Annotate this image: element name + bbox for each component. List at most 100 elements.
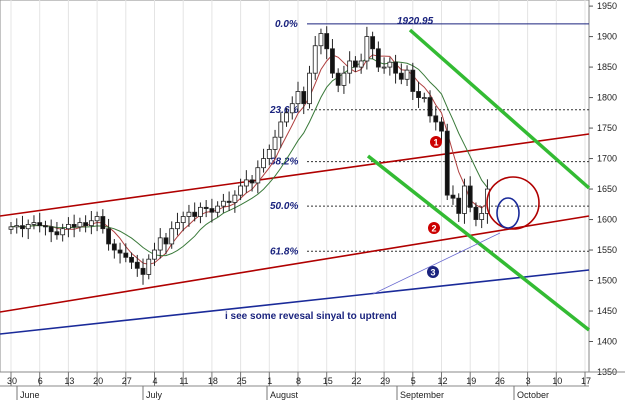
candle-body [450,194,456,199]
x-tick-label: 22 [351,376,361,386]
candle-body [404,69,410,80]
candle-body [175,222,180,230]
candle-body [140,267,146,275]
candle-body [117,249,123,254]
candle-body [456,197,462,214]
y-tick-label: 1750 [597,123,617,133]
candle-body [83,222,89,227]
candle-body [163,237,169,245]
candle-body [37,222,43,227]
red-channel-lower [0,215,590,313]
month-label: June [20,390,40,400]
marker-1-dot [430,136,442,148]
y-tick-label: 1550 [597,245,617,255]
y-tick-label: 1950 [597,1,617,11]
month-label: October [517,390,549,400]
x-tick-label: 5 [411,376,416,386]
candle-body [444,130,450,196]
candle-body [301,91,307,105]
x-tick-label: 25 [237,376,247,386]
x-tick-label: 10 [552,376,562,386]
candle-body [20,225,25,230]
candle-body [106,228,111,245]
candle-body [289,103,295,114]
candle-body [307,72,312,105]
y-tick-label: 1450 [597,306,617,316]
candle-body [77,222,83,228]
x-tick-label: 3 [526,376,531,386]
x-tick-label: 13 [64,376,74,386]
candle-body [439,121,444,132]
month-label: August [270,390,299,400]
x-tick-label: 11 [179,376,188,386]
candle-body [352,60,358,68]
fib-label: 61.8% [270,246,298,257]
candle-body [324,33,330,50]
x-tick-label: 17 [581,376,591,386]
candle-body [100,216,106,230]
candle-body [266,149,272,159]
x-tick-label: 27 [122,376,132,386]
channel-markers: 1 2 3 [427,136,540,278]
marker-3-label: 3 [430,268,435,278]
marker-3-dot [427,266,439,278]
candle-body [209,208,215,213]
candle-body [43,225,48,228]
peak-price-label: 1920.95 [397,16,434,27]
candle-body [375,48,381,68]
candle-body [473,206,479,220]
candle-body [381,66,387,69]
candle-body [192,211,198,217]
fib-label: 0.0% [275,19,298,30]
candle-body [416,91,421,98]
candles [8,26,490,285]
x-tick-label: 1 [267,376,272,386]
candle-body [370,36,376,50]
candle-body [186,211,192,217]
candle-body [335,72,341,86]
candle-body [54,231,60,236]
x-tick-label: 19 [466,376,476,386]
x-tick-label: 8 [296,376,301,386]
candle-body [25,224,31,230]
candle-body [71,224,77,228]
month-label: July [146,390,163,400]
candle-body [14,225,20,228]
candle-body [295,91,301,105]
reversal-circle-red [486,176,540,230]
y-tick-label: 1400 [597,337,617,347]
annotation-text: i see some revesal sinyal to uptrend [225,311,397,322]
candle-body [48,226,54,233]
candle-body [226,200,232,203]
candle-body [111,243,117,251]
x-tick-label: 20 [93,376,103,386]
y-axis: 1350140014501500155016001650170017501800… [589,1,617,377]
candle-body [146,258,152,275]
candle-body [393,61,398,74]
candle-body [312,45,318,74]
candle-body [341,72,347,86]
candle-body [31,222,37,225]
candle-body [261,158,266,169]
green-trend-upper [408,28,591,190]
x-axis: 30 6 13 20 27 4 11 18 25 1 8 15 22 29 5 12 19 26 3 10 17June… [0,371,625,400]
red-channel-upper [0,133,590,217]
candle-body [169,228,175,245]
candle-body [358,60,364,68]
marker-2-dot [428,222,440,234]
y-tick-label: 1650 [597,184,617,194]
fib-label: 50.0% [270,201,298,212]
ma-slow-line [10,58,488,257]
candle-body [94,216,100,222]
candle-body [284,112,289,123]
month-label: September [400,390,444,400]
candle-body [467,185,473,208]
candle-body [88,220,94,227]
x-tick-label: 29 [380,376,390,386]
candle-body [347,60,353,74]
x-tick-label: 12 [438,376,448,386]
x-tick-label: 6 [38,376,43,386]
candle-body [278,121,284,138]
candle-body [410,69,416,92]
y-tick-label: 1800 [597,93,617,103]
